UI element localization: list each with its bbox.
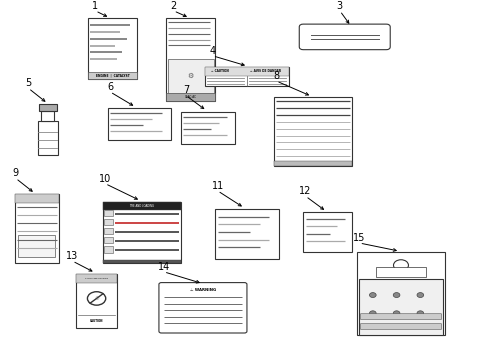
- FancyBboxPatch shape: [159, 283, 246, 333]
- FancyBboxPatch shape: [38, 121, 58, 155]
- FancyBboxPatch shape: [41, 111, 54, 121]
- FancyBboxPatch shape: [88, 72, 137, 79]
- FancyBboxPatch shape: [303, 212, 351, 252]
- FancyBboxPatch shape: [102, 260, 181, 263]
- Text: 1: 1: [92, 1, 98, 11]
- Circle shape: [369, 293, 375, 297]
- FancyBboxPatch shape: [102, 202, 181, 210]
- FancyBboxPatch shape: [102, 202, 181, 263]
- FancyBboxPatch shape: [166, 93, 215, 101]
- FancyBboxPatch shape: [215, 209, 278, 259]
- Text: 11: 11: [211, 181, 224, 191]
- Circle shape: [392, 293, 399, 297]
- Text: ⚠ WARNING: ⚠ WARNING: [189, 288, 216, 292]
- Text: CARC:AC: CARC:AC: [184, 95, 196, 99]
- FancyBboxPatch shape: [376, 267, 425, 277]
- FancyBboxPatch shape: [166, 18, 215, 101]
- Text: 6: 6: [107, 82, 113, 92]
- Text: 4: 4: [209, 46, 215, 56]
- FancyBboxPatch shape: [104, 219, 113, 225]
- Text: 10: 10: [99, 174, 111, 184]
- FancyBboxPatch shape: [76, 274, 117, 283]
- Text: TIRE AND LOADING: TIRE AND LOADING: [129, 204, 154, 208]
- Text: 7: 7: [183, 85, 188, 95]
- FancyBboxPatch shape: [360, 324, 441, 329]
- FancyBboxPatch shape: [360, 314, 441, 319]
- Circle shape: [392, 311, 399, 316]
- FancyBboxPatch shape: [104, 228, 113, 234]
- FancyBboxPatch shape: [205, 67, 288, 76]
- FancyBboxPatch shape: [205, 67, 288, 86]
- FancyBboxPatch shape: [356, 252, 444, 335]
- FancyBboxPatch shape: [39, 104, 57, 111]
- FancyBboxPatch shape: [358, 279, 442, 335]
- Text: 2: 2: [170, 1, 176, 11]
- FancyBboxPatch shape: [299, 24, 389, 50]
- Text: 12: 12: [299, 186, 311, 196]
- Text: ⚙: ⚙: [94, 296, 99, 301]
- Text: 14: 14: [157, 262, 170, 272]
- FancyBboxPatch shape: [273, 161, 351, 166]
- FancyBboxPatch shape: [88, 18, 137, 79]
- Text: ⚠ CAUTION: ⚠ CAUTION: [211, 69, 229, 73]
- Text: 5: 5: [25, 78, 31, 88]
- FancyBboxPatch shape: [15, 194, 59, 263]
- FancyBboxPatch shape: [167, 59, 213, 93]
- Text: ⚠ AVIS DE DANGER: ⚠ AVIS DE DANGER: [249, 69, 280, 73]
- Text: 8: 8: [273, 71, 279, 81]
- FancyBboxPatch shape: [273, 97, 351, 166]
- Text: 15: 15: [352, 233, 365, 243]
- FancyBboxPatch shape: [104, 237, 113, 243]
- Circle shape: [416, 293, 423, 297]
- Text: ⚙: ⚙: [187, 73, 193, 79]
- Text: ENGINE  |  CATALYST: ENGINE | CATALYST: [95, 73, 129, 77]
- Text: 9: 9: [13, 168, 19, 178]
- FancyBboxPatch shape: [15, 194, 59, 203]
- Text: 3: 3: [336, 1, 342, 11]
- FancyBboxPatch shape: [104, 247, 113, 253]
- FancyBboxPatch shape: [76, 274, 117, 328]
- Text: CAUTION: CAUTION: [90, 319, 103, 323]
- Circle shape: [369, 311, 375, 316]
- FancyBboxPatch shape: [104, 210, 113, 216]
- FancyBboxPatch shape: [107, 108, 171, 140]
- FancyBboxPatch shape: [18, 235, 55, 257]
- Text: 13: 13: [66, 251, 79, 261]
- Text: CYCLE TIME HOLDING: CYCLE TIME HOLDING: [85, 278, 108, 279]
- Circle shape: [416, 311, 423, 316]
- FancyBboxPatch shape: [181, 112, 234, 144]
